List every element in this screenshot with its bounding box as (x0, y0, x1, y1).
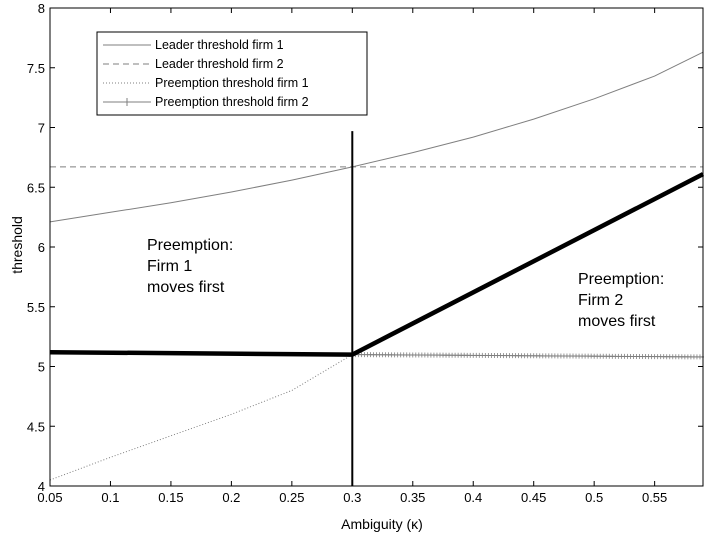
x-axis-label: Ambiguity (κ) (341, 516, 423, 532)
axes: 0.05 0.1 0.15 0.2 0.25 0.3 0.35 0.4 0.45 0.5 0.55 4… (27, 1, 704, 505)
x-tick-label: 0.55 (642, 490, 667, 505)
x-tick-label: 0.15 (158, 490, 183, 505)
equilibrium-threshold-line-2 (351, 172, 704, 357)
x-tick-label: 0.45 (521, 490, 546, 505)
series-markers-4 (349, 352, 704, 360)
x-tick-label: 0.05 (37, 490, 62, 505)
y-tick-label: 7 (38, 121, 45, 136)
x-tick-label: 0.1 (101, 490, 119, 505)
series-line-1 (49, 51, 704, 223)
y-tick-label: 7.5 (27, 61, 45, 76)
y-tick-label: 6 (38, 240, 45, 255)
annotation-firm2: Preemption: Firm 2 moves first (578, 271, 664, 330)
annotation-firm2-line1: Preemption: (578, 271, 664, 288)
x-tick-label: 0.35 (400, 490, 425, 505)
legend-label-leader-firm1: Leader threshold firm 1 (155, 38, 284, 52)
x-tick-label: 0.4 (464, 490, 482, 505)
legend-label-preemption-firm2: Preemption threshold firm 2 (155, 95, 309, 109)
legend-swatch-plus-marker (123, 98, 131, 106)
y-tick-label: 6.5 (27, 180, 45, 195)
equilibrium-threshold-line-1 (49, 349, 353, 357)
annotation-firm2-line2: Firm 2 (578, 292, 623, 309)
series-line-3 (49, 354, 353, 481)
plot-lines (49, 51, 704, 486)
y-tick-label: 4.5 (27, 419, 45, 434)
y-tick-label: 4 (38, 479, 45, 494)
y-tick-label: 5.5 (27, 300, 45, 315)
legend: Leader threshold firm 1 Leader threshold… (96, 31, 368, 116)
y-tick-label: 5 (38, 360, 45, 375)
annotation-firm1: Preemption: Firm 1 moves first (147, 237, 233, 296)
annotation-firm2-line3: moves first (578, 313, 656, 330)
legend-label-leader-firm2: Leader threshold firm 2 (155, 57, 284, 71)
x-tick-label: 0.2 (222, 490, 240, 505)
y-axis-label: threshold (9, 216, 25, 274)
x-tick-label: 0.5 (585, 490, 603, 505)
y-tick-label: 8 (38, 1, 45, 16)
annotation-firm1-line2: Firm 1 (147, 258, 192, 275)
x-tick-label: 0.25 (279, 490, 304, 505)
annotation-firm1-line1: Preemption: (147, 237, 233, 254)
legend-box (96, 31, 368, 116)
legend-label-preemption-firm1: Preemption threshold firm 1 (155, 76, 309, 90)
annotation-firm1-line3: moves first (147, 279, 225, 296)
x-tick-label: 0.3 (343, 490, 361, 505)
